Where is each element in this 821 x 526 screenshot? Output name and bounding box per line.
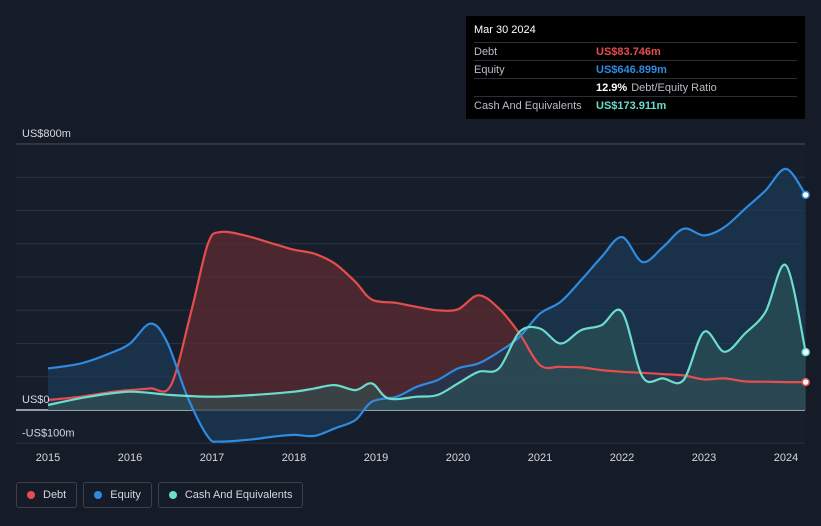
tooltip-ratio-value: 12.9% bbox=[596, 81, 628, 94]
debt-end-marker bbox=[801, 377, 810, 387]
cash-line bbox=[47, 263, 807, 407]
tooltip-cash-label: Cash And Equivalents bbox=[474, 99, 582, 112]
tooltip-panel: Mar 30 2024 Debt US$83.746m Equity US$64… bbox=[466, 16, 805, 119]
x-axis-label: 2016 bbox=[118, 452, 142, 464]
x-axis-label: 2021 bbox=[528, 452, 552, 464]
tooltip-ratio-label: Debt/Equity Ratio bbox=[631, 81, 717, 94]
tooltip-equity-value: US$646.899m bbox=[596, 63, 667, 76]
tooltip-debt-value: US$83.746m bbox=[596, 45, 661, 58]
debt-line bbox=[47, 230, 806, 402]
y-axis-label: -US$100m bbox=[22, 427, 75, 439]
y-axis-labels: US$800m US$0 -US$100m bbox=[22, 128, 75, 439]
legend-item-cash[interactable]: Cash And Equivalents bbox=[157, 482, 304, 508]
equity-dot-icon bbox=[94, 491, 103, 499]
x-axis-label: 2022 bbox=[610, 452, 634, 464]
x-axis-labels: 2015 2016 2017 2018 2019 2020 2021 2022 2023 2024 bbox=[36, 452, 798, 464]
x-axis-label: 2020 bbox=[446, 452, 470, 464]
tooltip-equity-label: Equity bbox=[474, 63, 505, 76]
y-axis-label: US$0 bbox=[22, 394, 50, 406]
x-axis-label: 2023 bbox=[692, 452, 716, 464]
tooltip-row-debt: Debt US$83.746m bbox=[474, 42, 797, 60]
series-end-markers bbox=[801, 190, 810, 387]
tooltip-row-equity: Equity US$646.899m bbox=[474, 60, 797, 78]
tooltip-debt-label: Debt bbox=[474, 45, 498, 58]
x-axis-label: 2015 bbox=[36, 452, 60, 464]
legend-debt-label: Debt bbox=[43, 489, 67, 501]
debt-area bbox=[48, 231, 806, 410]
cash-end-marker bbox=[801, 347, 810, 357]
tooltip-row-ratio: 12.9% Debt/Equity Ratio bbox=[474, 78, 797, 96]
cash-dot-icon bbox=[168, 491, 177, 499]
legend-item-debt[interactable]: Debt bbox=[16, 482, 78, 508]
x-axis-label: 2024 bbox=[774, 452, 798, 464]
legend-cash-label: Cash And Equivalents bbox=[184, 489, 293, 501]
legend-item-equity[interactable]: Equity bbox=[83, 482, 152, 508]
tooltip-row-cash: Cash And Equivalents US$173.911m bbox=[474, 96, 797, 114]
chart-legend: Debt Equity Cash And Equivalents bbox=[16, 482, 304, 508]
x-axis-label: 2018 bbox=[282, 452, 306, 464]
debt-dot-icon bbox=[27, 491, 35, 499]
x-axis-label: 2017 bbox=[200, 452, 224, 464]
y-axis-label: US$800m bbox=[22, 128, 71, 140]
equity-end-marker bbox=[801, 190, 810, 200]
series-areas bbox=[48, 168, 806, 442]
legend-equity-label: Equity bbox=[110, 489, 141, 501]
series-lines bbox=[47, 167, 807, 443]
cash-area bbox=[48, 264, 806, 410]
tooltip-date: Mar 30 2024 bbox=[474, 24, 536, 36]
x-axis-label: 2019 bbox=[364, 452, 388, 464]
tooltip-cash-value: US$173.911m bbox=[596, 99, 667, 112]
